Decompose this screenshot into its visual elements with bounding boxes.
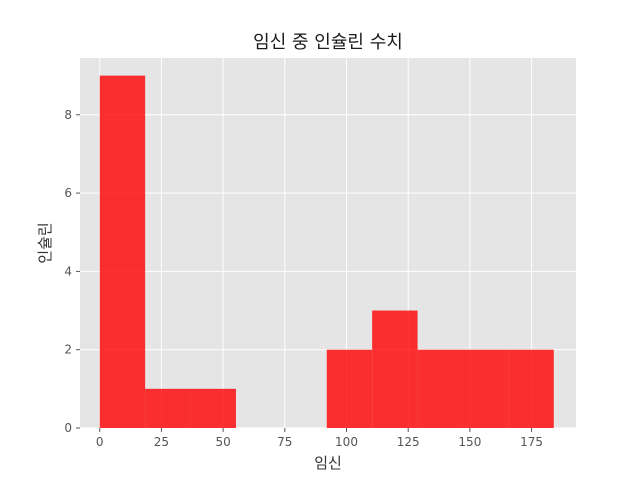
x-tick-label: 25 <box>154 435 169 449</box>
histogram-bar-0 <box>99 75 146 428</box>
y-tick-label: 2 <box>64 343 72 357</box>
y-tick-label: 8 <box>64 108 72 122</box>
histogram-bar-8 <box>462 349 509 428</box>
x-tick-label: 125 <box>397 435 420 449</box>
x-axis-ticks: 0 25 50 75 100 125 150 175 <box>96 428 543 449</box>
x-tick-label: 175 <box>520 435 543 449</box>
chart-title: 임신 중 인슐린 수치 <box>253 32 403 53</box>
x-axis-label: 임신 <box>314 454 342 472</box>
x-tick-label: 100 <box>335 435 358 449</box>
histogram-bars <box>99 75 554 428</box>
x-tick-label: 150 <box>458 435 481 449</box>
histogram-bar-1 <box>145 388 191 428</box>
x-tick-label: 75 <box>277 435 292 449</box>
y-tick-label: 6 <box>64 186 72 200</box>
y-tick-label: 4 <box>64 264 72 278</box>
y-tick-label: 0 <box>64 421 72 435</box>
histogram-bar-7 <box>417 349 463 428</box>
y-axis-label: 인슐린 <box>36 222 54 263</box>
histogram-bar-5 <box>326 349 373 428</box>
histogram-bar-9 <box>508 349 554 428</box>
histogram-bar-6 <box>372 310 418 428</box>
x-tick-label: 50 <box>215 435 230 449</box>
x-tick-label: 0 <box>96 435 104 449</box>
histogram-bar-2 <box>190 388 236 428</box>
y-axis-ticks: 0 2 4 6 8 <box>64 108 80 435</box>
